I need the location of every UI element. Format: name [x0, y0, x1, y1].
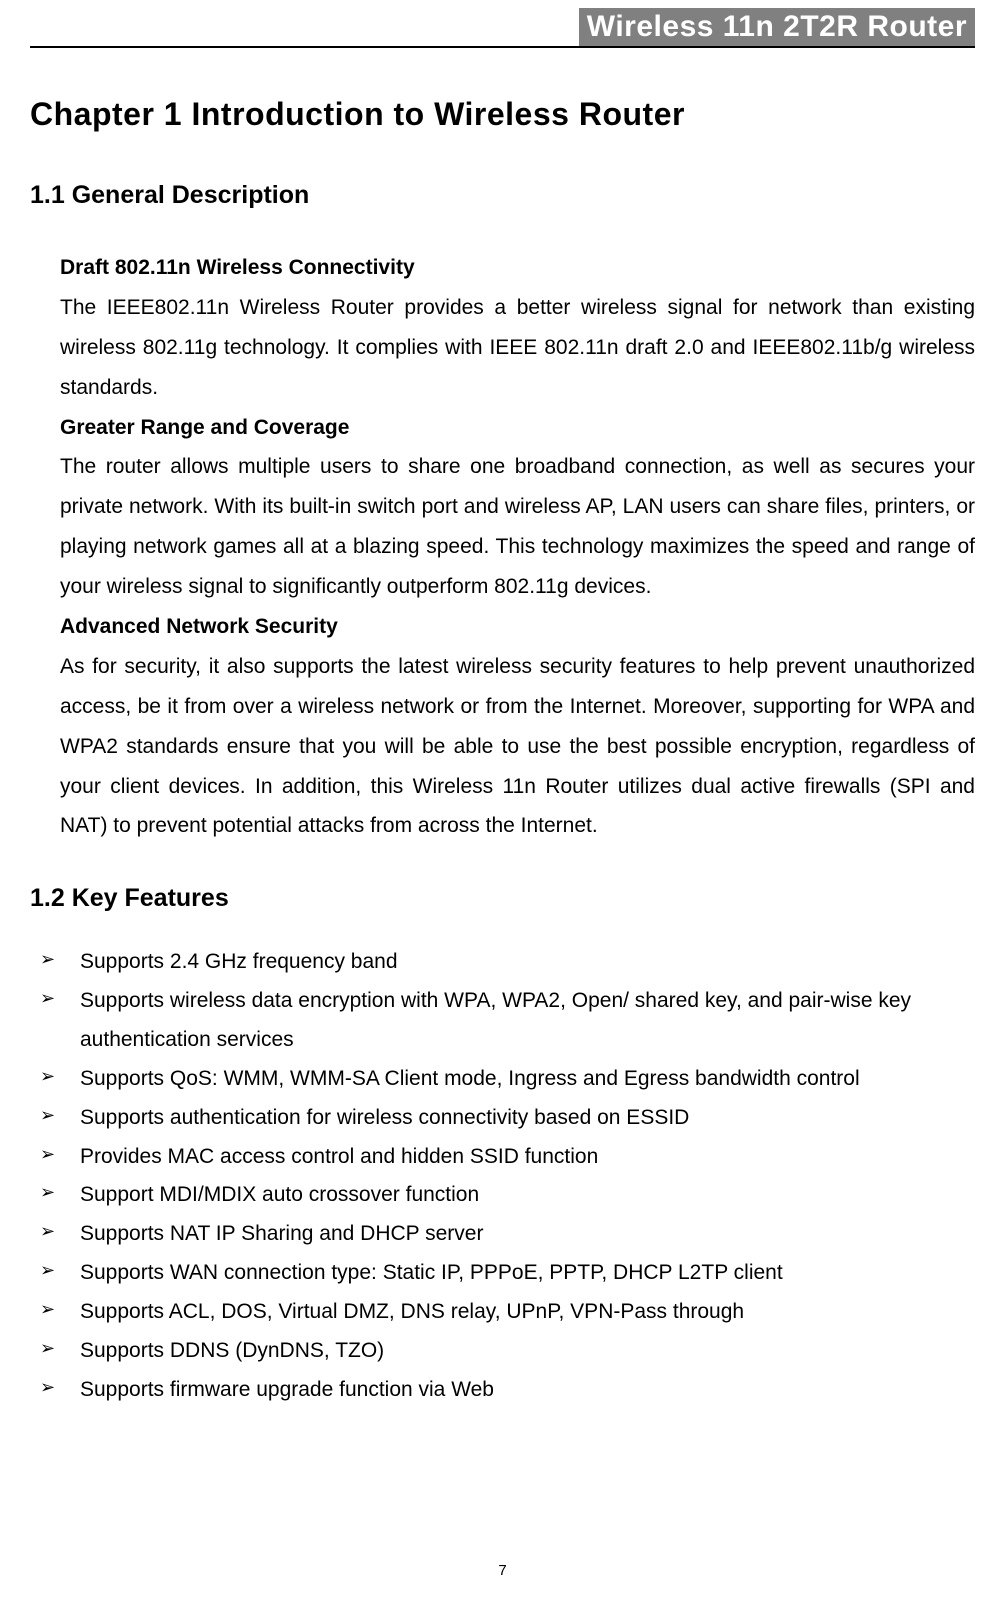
- subsection-heading: Greater Range and Coverage: [60, 408, 975, 448]
- page-number: 7: [0, 1562, 1005, 1579]
- feature-list: Supports 2.4 GHz frequency band Supports…: [30, 943, 975, 1409]
- subsection-body: As for security, it also supports the la…: [60, 647, 975, 846]
- chapter-title: Chapter 1 Introduction to Wireless Route…: [30, 96, 975, 133]
- header-banner: Wireless 11n 2T2R Router: [579, 8, 975, 46]
- list-item: Supports wireless data encryption with W…: [30, 982, 975, 1060]
- list-item: Support MDI/MDIX auto crossover function: [30, 1176, 975, 1215]
- section-1-1-content: Draft 802.11n Wireless Connectivity The …: [60, 248, 975, 846]
- list-item: Supports DDNS (DynDNS, TZO): [30, 1332, 975, 1371]
- list-item: Provides MAC access control and hidden S…: [30, 1138, 975, 1177]
- list-item: Supports QoS: WMM, WMM-SA Client mode, I…: [30, 1060, 975, 1099]
- subsection-heading: Draft 802.11n Wireless Connectivity: [60, 248, 975, 288]
- list-item: Supports NAT IP Sharing and DHCP server: [30, 1215, 975, 1254]
- list-item: Supports ACL, DOS, Virtual DMZ, DNS rela…: [30, 1293, 975, 1332]
- list-item: Supports 2.4 GHz frequency band: [30, 943, 975, 982]
- list-item: Supports WAN connection type: Static IP,…: [30, 1254, 975, 1293]
- subsection-heading: Advanced Network Security: [60, 607, 975, 647]
- list-item: Supports authentication for wireless con…: [30, 1099, 975, 1138]
- section-1-2-title: 1.2 Key Features: [30, 884, 975, 913]
- list-item: Supports firmware upgrade function via W…: [30, 1371, 975, 1410]
- section-1-1-title: 1.1 General Description: [30, 181, 975, 210]
- subsection-body: The IEEE802.11n Wireless Router provides…: [60, 288, 975, 408]
- header-divider: [30, 46, 975, 48]
- subsection-body: The router allows multiple users to shar…: [60, 447, 975, 607]
